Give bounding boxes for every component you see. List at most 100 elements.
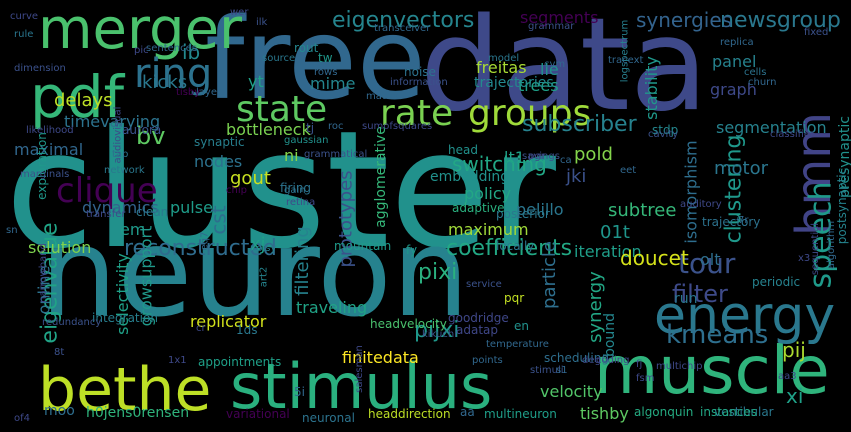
cloud-word: locally [496, 239, 535, 253]
cloud-word: neuronal [302, 411, 355, 425]
cloud-word: sentences [146, 43, 197, 54]
cloud-word: logspectrum [619, 19, 631, 83]
cloud-word: sequential [810, 222, 822, 276]
cloud-word: deg [582, 355, 601, 366]
cloud-word: aa3 [778, 371, 797, 382]
cloud-word: tour [678, 247, 736, 280]
cloud-word: grammatical [304, 149, 368, 160]
cloud-word: pij [782, 338, 806, 362]
cloud-word: pold [574, 144, 613, 165]
cloud-word: adaptive [452, 201, 505, 215]
cloud-word: churn [748, 77, 777, 88]
cloud-word: pic [134, 45, 149, 56]
cloud-word: marginals [20, 169, 70, 180]
cloud-word: transceiver [374, 23, 431, 34]
cloud-word: pulse [170, 198, 213, 217]
cloud-word: rule [14, 29, 34, 40]
cloud-word: model [488, 53, 520, 64]
cloud-word: noisy [250, 243, 277, 254]
cloud-word: ilk [256, 17, 268, 28]
cloud-word: particle [538, 241, 560, 309]
cloud-word: stimuli [530, 365, 564, 376]
cloud-word: dynamics [82, 198, 159, 217]
cloud-word: segments [520, 8, 599, 27]
cloud-word: segmentation [716, 118, 827, 137]
cloud-word: motor [714, 158, 769, 179]
cloud-word: ring [134, 51, 213, 97]
cloud-word: solution [28, 238, 92, 257]
cloud-word: s1 [556, 365, 568, 376]
cloud-word: agglomerative [372, 126, 389, 228]
cloud-word: isomorphism [681, 140, 701, 244]
cloud-word: doucet [620, 246, 689, 270]
cloud-word: eq7 [199, 231, 211, 251]
cloud-word: rout [294, 41, 319, 55]
cloud-word: chip [226, 185, 247, 196]
cloud-word: wer [230, 7, 249, 18]
cloud-word: ca [560, 155, 572, 166]
cloud-word: delays [54, 90, 113, 111]
cloud-word: integration [92, 311, 158, 325]
cloud-word: policy [464, 184, 512, 203]
cloud-word: head [448, 143, 478, 157]
cloud-word: aurora [122, 123, 162, 137]
cloud-word: periodic [752, 275, 801, 289]
cloud-word: tracext [608, 55, 644, 66]
cloud-word: headdirection [368, 407, 451, 421]
cloud-word: network [104, 165, 145, 176]
cloud-word: synaptic [194, 135, 245, 149]
cloud-word: savings [522, 151, 560, 162]
cloud-word: freitas [476, 58, 527, 77]
cloud-word: muscle [594, 332, 830, 409]
cloud-word: algorithm [826, 220, 838, 270]
cloud-word: reconstructed [124, 236, 277, 261]
cloud-word: gain [284, 185, 306, 196]
cloud-word: xi [786, 384, 804, 408]
cloud-word: replica [720, 37, 754, 48]
cloud-word: energy [654, 286, 836, 346]
cloud-word: lt1 [504, 148, 525, 167]
cloud-word: service [466, 279, 502, 290]
cloud-word: fy [406, 243, 418, 257]
cloud-word: bottleneck [226, 120, 311, 139]
cloud-word: temperature [486, 339, 549, 350]
cloud-word: neuron [40, 202, 470, 344]
cloud-word: panel [712, 52, 757, 71]
cloud-word: postsynaptic [835, 167, 850, 245]
cloud-word: gout [230, 168, 271, 189]
cloud-word: tisby [176, 87, 201, 98]
cloud-word: clique [56, 171, 158, 211]
cloud-word: graph [710, 80, 757, 99]
cloud-word: bethe [38, 355, 212, 425]
cloud-word: cluster [5, 97, 556, 285]
cloud-word: yt [248, 72, 264, 91]
cloud-word: multichip [656, 361, 703, 372]
cloud-word: auditory [680, 199, 722, 210]
cloud-word: grammar [528, 21, 575, 32]
cloud-word: vestibular [714, 405, 774, 419]
cloud-word: synergies [636, 8, 733, 32]
cloud-word: 01t [600, 222, 630, 243]
cloud-word: kicks [142, 72, 188, 93]
cloud-word: jki [566, 166, 587, 187]
cloud-word: firing [280, 181, 312, 195]
cloud-word: sumofsquares [362, 121, 433, 132]
cloud-word: velocity [540, 382, 603, 401]
cloud-word: switching [452, 152, 547, 176]
cloud-word: 1ds [236, 323, 258, 337]
cloud-word: source [262, 53, 296, 64]
cloud-word: cr [196, 323, 206, 334]
cloud-word: dimension [14, 63, 66, 74]
cloud-word: xj [250, 234, 266, 255]
cloud-word: pgr [528, 151, 545, 162]
cloud-word: clean [136, 205, 169, 219]
cloud-word: ni [284, 146, 299, 165]
cloud-word: likelihood [26, 125, 74, 136]
cloud-word: 5i [294, 385, 305, 399]
cloud-word: roc [328, 121, 344, 132]
cloud-word: exploration [34, 132, 49, 200]
cloud-word: retina [286, 197, 316, 208]
cloud-word: scheduling [544, 351, 609, 365]
cloud-word: cells [744, 67, 767, 78]
